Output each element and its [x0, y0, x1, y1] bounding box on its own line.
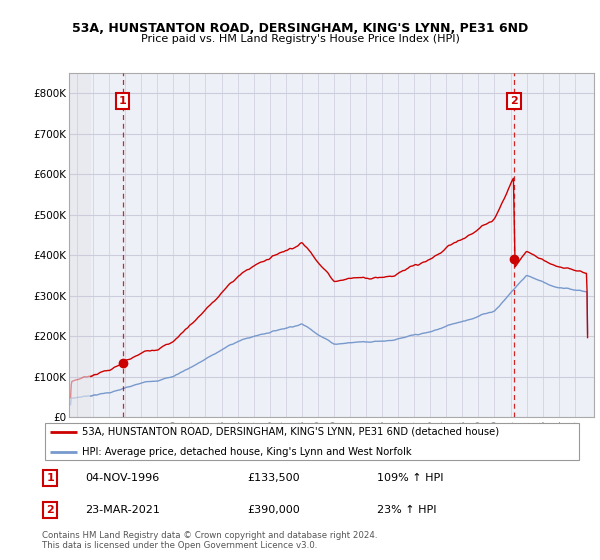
Text: 109% ↑ HPI: 109% ↑ HPI: [377, 473, 443, 483]
Text: £133,500: £133,500: [247, 473, 300, 483]
Text: Contains HM Land Registry data © Crown copyright and database right 2024.
This d: Contains HM Land Registry data © Crown c…: [42, 531, 377, 550]
Bar: [69, 73, 91, 417]
Text: 2: 2: [46, 505, 54, 515]
Text: 23% ↑ HPI: 23% ↑ HPI: [377, 505, 436, 515]
Text: 04-NOV-1996: 04-NOV-1996: [85, 473, 160, 483]
Text: 1: 1: [119, 96, 127, 106]
Text: 53A, HUNSTANTON ROAD, DERSINGHAM, KING'S LYNN, PE31 6ND: 53A, HUNSTANTON ROAD, DERSINGHAM, KING'S…: [72, 22, 528, 35]
Text: 23-MAR-2021: 23-MAR-2021: [85, 505, 160, 515]
Text: £390,000: £390,000: [247, 505, 300, 515]
FancyBboxPatch shape: [45, 423, 580, 460]
Text: Price paid vs. HM Land Registry's House Price Index (HPI): Price paid vs. HM Land Registry's House …: [140, 34, 460, 44]
Text: 1: 1: [46, 473, 54, 483]
Text: 2: 2: [510, 96, 518, 106]
Text: 53A, HUNSTANTON ROAD, DERSINGHAM, KING'S LYNN, PE31 6ND (detached house): 53A, HUNSTANTON ROAD, DERSINGHAM, KING'S…: [83, 427, 500, 437]
Text: HPI: Average price, detached house, King's Lynn and West Norfolk: HPI: Average price, detached house, King…: [83, 447, 412, 457]
Bar: [69, 73, 91, 417]
